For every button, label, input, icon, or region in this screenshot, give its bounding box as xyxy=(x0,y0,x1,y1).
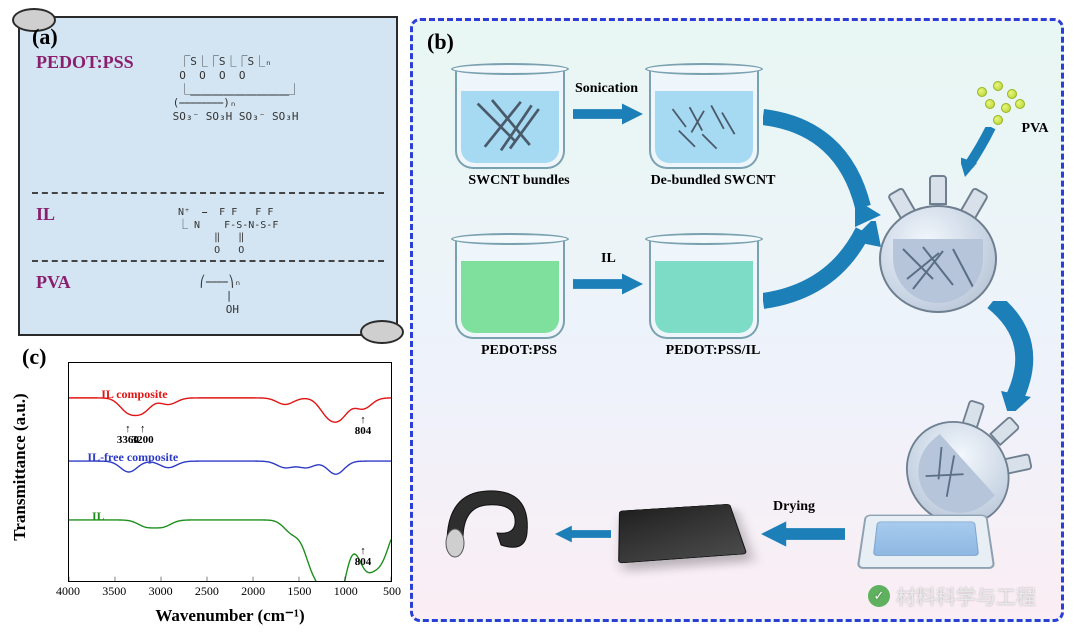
beaker-label-b1: SWCNT bundles xyxy=(449,173,589,189)
film-curled xyxy=(437,473,547,563)
casting-dish xyxy=(861,507,991,573)
arrow-to-curled xyxy=(555,521,611,547)
name-pva: PVA xyxy=(36,272,71,292)
legend-0: IL composite xyxy=(101,387,167,402)
xtick: 3000 xyxy=(149,584,173,599)
divider-1 xyxy=(32,192,384,194)
figure-root: (a) PEDOT:PSS ⎾S⎿⎾S⎿⎾S⎿ₙ O O O O ⎿⎽⎽⎽⎽⎽⎽… xyxy=(10,10,1070,630)
xtick: 4000 xyxy=(56,584,80,599)
annot-2: ↑ 804 xyxy=(355,415,372,437)
beaker-b3 xyxy=(455,239,565,339)
panel-b: (b) SWCNT bundles De-bundled SWCNT PEDOT:P… xyxy=(410,18,1064,622)
label-drying: Drying xyxy=(773,499,815,515)
divider-2 xyxy=(32,260,384,262)
name-il: IL xyxy=(36,204,55,224)
label-sonication: Sonication xyxy=(575,81,638,97)
wechat-icon: ✓ xyxy=(868,585,890,607)
xtick: 3500 xyxy=(102,584,126,599)
beaker-b2 xyxy=(649,69,759,169)
panel-b-label: (b) xyxy=(427,29,454,55)
panel-a: (a) PEDOT:PSS ⎾S⎿⎾S⎿⎾S⎿ₙ O O O O ⎿⎽⎽⎽⎽⎽⎽… xyxy=(18,16,398,336)
xtick: 1500 xyxy=(287,584,311,599)
beaker-label-b3: PEDOT:PSS xyxy=(449,343,589,359)
chem-pva: ⎛⎯⎯⎯⎯⎞ₙ | OH xyxy=(186,275,380,316)
scroll-curl-bot xyxy=(360,320,404,344)
row-pva: PVA ⎛⎯⎯⎯⎯⎞ₙ | OH xyxy=(36,272,380,316)
chem-pedotpss: ⎾S⎿⎾S⎿⎾S⎿ₙ O O O O ⎿⎽⎽⎽⎽⎽⎽⎽⎽⎽⏌ (⎯⎯⎯⎯⎯⎯⎯⎯… xyxy=(166,55,380,124)
watermark-text: 材料科学与工程 xyxy=(896,581,1036,610)
row-il: IL N⁺ ⎯ F F F F ⎿ N F-S-N-S-F ‖ ‖ O O xyxy=(36,204,380,257)
xtick: 2500 xyxy=(195,584,219,599)
annot-3: ↑ 804 xyxy=(355,546,372,568)
label-pva: PVA xyxy=(1013,121,1057,137)
row-pedotpss: PEDOT:PSS ⎾S⎿⎾S⎿⎾S⎿ₙ O O O O ⎿⎽⎽⎽⎽⎽⎽⎽⎽⎽⏌… xyxy=(36,52,380,124)
panel-a-label: (a) xyxy=(32,24,58,50)
film-flat xyxy=(618,504,747,564)
xtick: 500 xyxy=(383,584,401,599)
name-pedotpss: PEDOT:PSS xyxy=(36,52,134,72)
chem-il: N⁺ ⎯ F F F F ⎿ N F-S-N-S-F ‖ ‖ O O xyxy=(166,207,380,257)
panel-c: (c) Transmittance (a.u.) IL compositeIL-… xyxy=(18,344,398,630)
ftir-plot: IL compositeIL-free compositeIL↑ 3360↑ 3… xyxy=(68,362,392,582)
y-axis-label: Transmittance (a.u.) xyxy=(10,367,30,567)
legend-1: IL-free composite xyxy=(87,450,178,465)
annot-1: ↑ 3200 xyxy=(132,424,154,446)
arrow-il xyxy=(573,271,643,297)
x-ticks: 4000350030002500200015001000500 xyxy=(68,584,392,602)
beaker-label-b4: PEDOT:PSS/IL xyxy=(643,343,783,359)
legend-2: IL xyxy=(92,509,105,524)
beaker-b1 xyxy=(455,69,565,169)
x-axis-label: Wavenumber (cm⁻¹) xyxy=(68,606,392,626)
flask-mix xyxy=(863,169,1013,319)
watermark: ✓ 材料科学与工程 xyxy=(868,581,1036,610)
beaker-label-b2: De-bundled SWCNT xyxy=(643,173,783,189)
xtick: 2000 xyxy=(241,584,265,599)
arrow-drying xyxy=(761,521,845,547)
xtick: 1000 xyxy=(334,584,358,599)
arrow-sonication xyxy=(573,101,643,127)
beaker-b4 xyxy=(649,239,759,339)
label-il: IL xyxy=(601,251,616,267)
